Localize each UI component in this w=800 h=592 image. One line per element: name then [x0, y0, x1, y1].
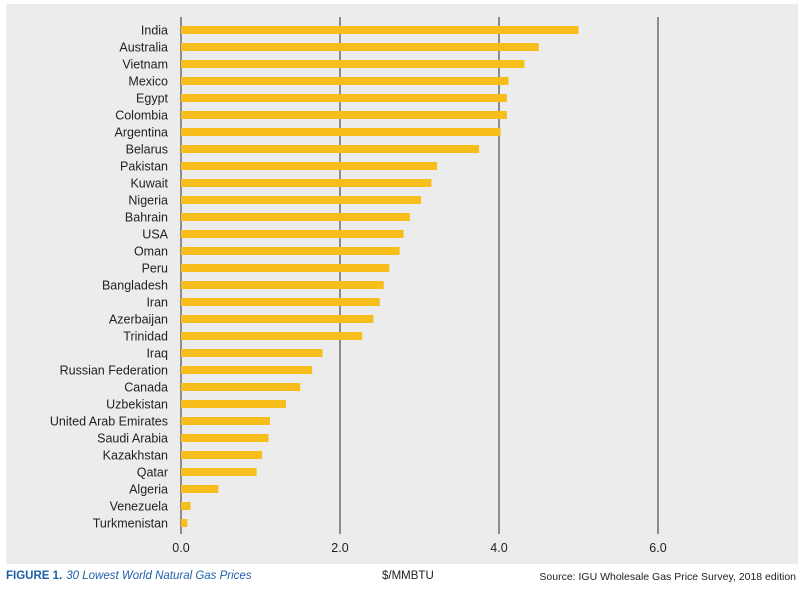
- category-label: Algeria: [129, 483, 168, 497]
- x-tick-label: 4.0: [490, 541, 507, 555]
- x-tick-label: 2.0: [331, 541, 348, 555]
- bar-chart: India Australia Vietnam Mexico Egypt Colombia…: [50, 17, 667, 555]
- bar: [181, 162, 437, 170]
- category-label: Venezuela: [110, 500, 168, 514]
- bar: [181, 179, 432, 187]
- category-label: Trinidad: [123, 330, 168, 344]
- bar: [181, 196, 422, 204]
- category-label: Turkmenistan: [93, 517, 168, 531]
- category-label: Russian Federation: [60, 364, 168, 378]
- category-label: Saudi Arabia: [97, 432, 168, 446]
- category-label: Bahrain: [125, 211, 168, 225]
- category-label: Mexico: [128, 75, 168, 89]
- x-tick-label: 0.0: [172, 541, 189, 555]
- bar: [181, 94, 507, 102]
- category-label: USA: [142, 228, 168, 242]
- category-label: Belarus: [126, 143, 168, 157]
- bar: [181, 417, 271, 425]
- figure-number: FIGURE 1.: [6, 570, 63, 582]
- bar: [181, 213, 410, 221]
- category-label: Bangladesh: [102, 279, 168, 293]
- bar: [181, 128, 501, 136]
- x-tick-label: 6.0: [649, 541, 666, 555]
- category-label: Peru: [142, 262, 168, 276]
- bar: [181, 111, 507, 119]
- bar: [181, 349, 323, 357]
- category-label: India: [141, 24, 168, 38]
- category-label: Colombia: [115, 109, 168, 123]
- figure-title: 30 Lowest World Natural Gas Prices: [66, 570, 252, 582]
- bar: [181, 383, 301, 391]
- figure-caption: FIGURE 1. 30 Lowest World Natural Gas Pri…: [6, 570, 252, 582]
- category-label: Kuwait: [130, 177, 168, 191]
- bar: [181, 247, 400, 255]
- category-label: Azerbaijan: [109, 313, 168, 327]
- bar: [181, 145, 480, 153]
- bar: [181, 264, 390, 272]
- category-label: Egypt: [136, 92, 168, 106]
- category-label: Uzbekistan: [106, 398, 168, 412]
- category-label: Iraq: [146, 347, 168, 361]
- category-label: Vietnam: [122, 58, 168, 72]
- bar: [181, 400, 286, 408]
- category-label: Oman: [134, 245, 168, 259]
- category-label: Argentina: [114, 126, 168, 140]
- category-label: Canada: [124, 381, 168, 395]
- bar: [181, 315, 374, 323]
- category-label: Pakistan: [120, 160, 168, 174]
- bar: [181, 502, 191, 510]
- bar: [181, 230, 404, 238]
- category-label: Kazakhstan: [103, 449, 168, 463]
- chart-area: India Australia Vietnam Mexico Egypt Colombia…: [6, 4, 798, 564]
- category-label: United Arab Emirates: [50, 415, 168, 429]
- bar: [181, 60, 525, 68]
- bar: [181, 451, 263, 459]
- category-label: Iran: [146, 296, 168, 310]
- bar: [181, 281, 384, 289]
- figure-footer: FIGURE 1. 30 Lowest World Natural Gas Pri…: [6, 568, 796, 588]
- x-axis-label: $/MMBTU: [382, 570, 434, 582]
- category-label: Qatar: [137, 466, 168, 480]
- bar: [181, 485, 219, 493]
- source-note: Source: IGU Wholesale Gas Price Survey, …: [539, 571, 796, 583]
- bar: [181, 434, 269, 442]
- category-label: Nigeria: [128, 194, 168, 208]
- bar: [181, 43, 539, 51]
- bar: [181, 366, 313, 374]
- bar: [181, 77, 509, 85]
- bar: [181, 519, 188, 527]
- bar: [181, 332, 363, 340]
- bar: [181, 468, 257, 476]
- category-label: Australia: [119, 41, 168, 55]
- bar: [181, 26, 579, 34]
- bar: [181, 298, 380, 306]
